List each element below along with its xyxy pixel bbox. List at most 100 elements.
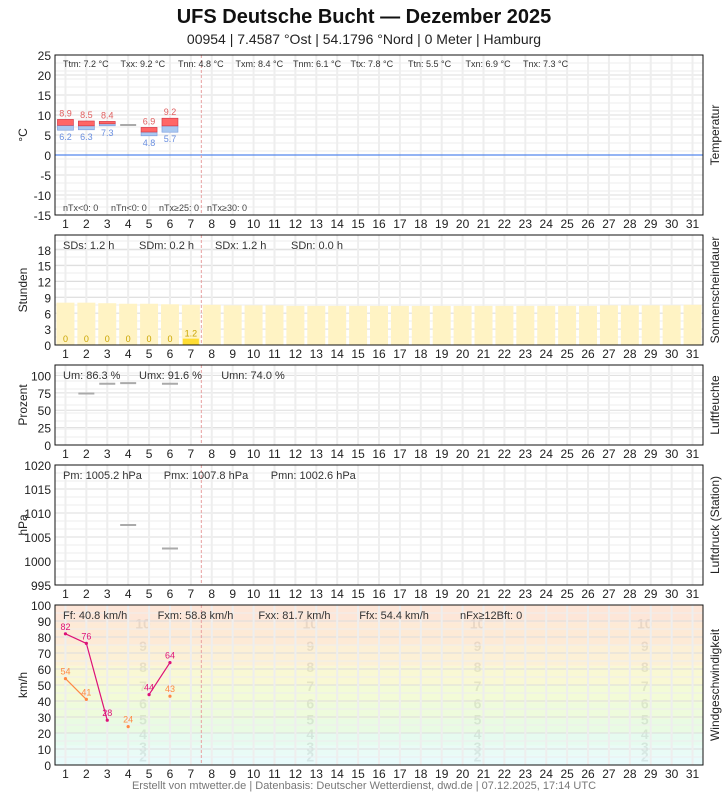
x-tick-label: 27 — [602, 767, 616, 781]
x-tick-label: 19 — [435, 447, 449, 461]
x-tick-label: 12 — [289, 447, 303, 461]
y-tick-label: 20 — [38, 69, 52, 83]
x-tick-label: 27 — [602, 447, 616, 461]
possible-sunshine-bar — [432, 305, 451, 345]
x-tick-label: 18 — [414, 347, 428, 361]
x-tick-label: 4 — [125, 217, 132, 231]
beaufort-number: 7 — [474, 678, 482, 694]
x-tick-label: 31 — [686, 587, 700, 601]
beaufort-number: 6 — [306, 696, 314, 712]
x-tick-label: 1 — [62, 447, 69, 461]
stat-text: Ttx: 7.8 °C — [351, 59, 394, 69]
x-tick-label: 10 — [247, 767, 261, 781]
stat-text: Tnm: 6.1 °C — [293, 59, 342, 69]
x-tick-label: 25 — [560, 347, 574, 361]
tmax-label: 8.9 — [59, 108, 72, 118]
beaufort-number: 9 — [641, 638, 649, 654]
possible-sunshine-bar — [307, 305, 326, 345]
x-tick-label: 8 — [208, 217, 215, 231]
ff-point — [168, 694, 172, 698]
x-tick-label: 12 — [289, 347, 303, 361]
possible-sunshine-bar — [579, 305, 598, 345]
beaufort-number: 10 — [135, 616, 151, 632]
stat-text: Umx: 91.6 % — [139, 370, 202, 382]
stat-text: Fxx: 81.7 km/h — [258, 610, 330, 622]
x-tick-label: 31 — [686, 767, 700, 781]
x-tick-label: 24 — [540, 347, 554, 361]
possible-sunshine-bar — [265, 305, 284, 345]
x-tick-label: 28 — [623, 767, 637, 781]
x-tick-label: 14 — [331, 217, 345, 231]
panel-frame — [54, 234, 704, 346]
possible-sunshine-bar — [411, 305, 430, 345]
stat-text: Pmx: 1007.8 hPa — [164, 470, 249, 482]
possible-sunshine-bar — [119, 303, 138, 345]
x-tick-label: 3 — [104, 587, 111, 601]
x-tick-label: 7 — [188, 347, 195, 361]
y-tick-label: 5 — [44, 129, 51, 143]
side-label: Temperatur — [708, 105, 722, 166]
x-tick-label: 4 — [125, 587, 132, 601]
sunshine-label: 0 — [126, 334, 131, 344]
x-tick-label: 9 — [229, 347, 236, 361]
x-tick-label: 16 — [372, 447, 386, 461]
x-tick-label: 21 — [477, 217, 491, 231]
x-tick-label: 30 — [665, 217, 679, 231]
stat-text: Tnn: 4.8 °C — [178, 59, 224, 69]
x-tick-label: 4 — [125, 447, 132, 461]
x-tick-label: 26 — [581, 217, 595, 231]
x-tick-label: 12 — [289, 587, 303, 601]
possible-sunshine-bar — [223, 305, 242, 345]
sunshine-label: 0 — [84, 334, 89, 344]
y-tick-label: 100 — [31, 599, 51, 613]
beaufort-number: 3 — [306, 739, 314, 755]
tmax-bar — [78, 120, 95, 127]
x-tick-label: 1 — [62, 347, 69, 361]
y-tick-label: 80 — [38, 631, 52, 645]
x-tick-label: 29 — [644, 447, 658, 461]
beaufort-number: 8 — [641, 659, 649, 675]
x-tick-label: 15 — [351, 217, 365, 231]
fx-line-segment — [148, 662, 171, 695]
x-tick-label: 29 — [644, 217, 658, 231]
x-tick-label: 6 — [167, 217, 174, 231]
tmax-bar — [98, 121, 116, 125]
beaufort-number: 3 — [139, 739, 147, 755]
beaufort-number: 8 — [306, 659, 314, 675]
x-tick-label: 7 — [188, 217, 195, 231]
y-tick-label: 0 — [44, 759, 51, 773]
x-tick-label: 22 — [498, 217, 512, 231]
possible-sunshine-bar — [390, 305, 409, 345]
stat-text: Txx: 9.2 °C — [121, 59, 166, 69]
x-tick-label: 19 — [435, 767, 449, 781]
possible-sunshine-bar — [181, 304, 200, 345]
beaufort-number: 5 — [306, 712, 314, 728]
x-tick-label: 9 — [229, 767, 236, 781]
stat-text: Ffx: 54.4 km/h — [359, 610, 429, 622]
x-tick-label: 26 — [581, 447, 595, 461]
panel-frame — [54, 364, 704, 446]
y-tick-label: 1015 — [24, 483, 51, 497]
y-tick-label: 0 — [44, 339, 51, 353]
x-tick-label: 22 — [498, 447, 512, 461]
tmin-label: 6.2 — [59, 132, 72, 142]
beaufort-number: 3 — [641, 739, 649, 755]
x-tick-label: 9 — [229, 447, 236, 461]
side-label: Luftfeuchte — [708, 375, 722, 435]
beaufort-number: 4 — [641, 726, 649, 742]
ff-label: 24 — [123, 715, 133, 725]
x-tick-label: 9 — [229, 217, 236, 231]
sunshine-bar — [182, 338, 199, 345]
x-tick-label: 29 — [644, 587, 658, 601]
possible-sunshine-bar — [599, 305, 618, 345]
beaufort-number: 3 — [474, 739, 482, 755]
y-tick-label: 1020 — [24, 459, 51, 473]
x-tick-label: 1 — [62, 767, 69, 781]
x-tick-label: 15 — [351, 767, 365, 781]
tmin-label: 6.3 — [80, 132, 93, 142]
x-tick-label: 24 — [540, 587, 554, 601]
x-tick-label: 21 — [477, 767, 491, 781]
stat-text: nFx≥12Bft: 0 — [460, 610, 522, 622]
